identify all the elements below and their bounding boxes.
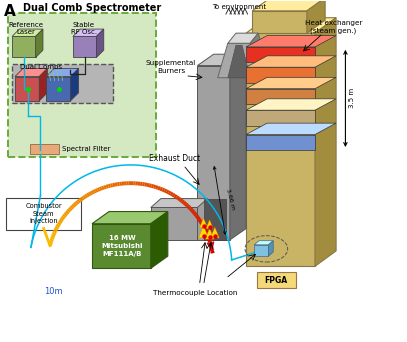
Polygon shape [246,110,315,126]
Polygon shape [210,227,219,238]
Text: Spectral Filter: Spectral Filter [62,146,111,152]
Polygon shape [15,77,39,101]
Polygon shape [246,67,315,83]
Polygon shape [246,36,336,47]
Polygon shape [12,29,43,36]
Polygon shape [205,228,214,239]
Text: Combustor
Steam
Injection: Combustor Steam Injection [25,203,62,224]
Polygon shape [39,68,47,101]
Polygon shape [46,68,79,77]
Text: Reference
Laser: Reference Laser [9,22,44,35]
Text: Dual Comb Spectrometer: Dual Comb Spectrometer [23,3,161,13]
Polygon shape [70,68,79,101]
Polygon shape [36,29,43,57]
Polygon shape [307,0,325,33]
Polygon shape [228,33,252,43]
Polygon shape [92,224,151,268]
Text: Heat exchanger
(steam gen.): Heat exchanger (steam gen.) [304,20,362,34]
Polygon shape [246,33,315,266]
Text: Exhaust Duct: Exhaust Duct [149,154,201,163]
Polygon shape [151,199,208,208]
Polygon shape [246,18,336,33]
Text: 3.66 m: 3.66 m [225,188,235,211]
Text: Supplemental
Burners: Supplemental Burners [146,60,196,74]
Text: Thermocouple Location: Thermocouple Location [153,290,238,295]
Polygon shape [228,45,250,78]
Polygon shape [15,68,47,77]
Polygon shape [96,29,104,57]
Text: Dual Combs: Dual Combs [20,64,62,70]
FancyBboxPatch shape [30,144,59,154]
Text: Stable
RF Osc.: Stable RF Osc. [71,22,97,35]
Polygon shape [250,33,268,78]
Polygon shape [73,29,104,36]
Polygon shape [197,54,246,66]
Polygon shape [73,36,96,57]
Polygon shape [268,241,273,256]
Text: 3.5 m: 3.5 m [349,88,354,108]
Polygon shape [199,226,208,238]
Polygon shape [254,245,268,256]
Polygon shape [218,43,260,78]
Polygon shape [254,241,273,245]
Polygon shape [246,99,336,110]
FancyBboxPatch shape [8,13,156,157]
FancyBboxPatch shape [7,198,81,230]
Polygon shape [246,77,336,89]
Text: 10m: 10m [44,287,63,296]
Polygon shape [246,56,336,67]
Polygon shape [252,0,325,11]
Polygon shape [92,212,168,224]
Text: A: A [4,4,16,19]
Polygon shape [230,54,246,240]
Text: 16 MW
Mitsubishi
MF111A/B: 16 MW Mitsubishi MF111A/B [101,235,143,257]
Polygon shape [12,36,36,57]
Text: FPGA: FPGA [265,276,288,285]
Polygon shape [315,18,336,266]
Polygon shape [228,33,258,43]
FancyBboxPatch shape [12,64,114,103]
Polygon shape [246,89,315,104]
Polygon shape [246,123,336,134]
Polygon shape [204,199,226,240]
Polygon shape [252,11,307,33]
Polygon shape [246,134,315,150]
Polygon shape [246,47,315,62]
Polygon shape [206,220,213,228]
Polygon shape [46,77,70,101]
Text: To environment: To environment [212,3,266,10]
FancyBboxPatch shape [257,272,295,288]
Polygon shape [197,66,230,240]
Polygon shape [151,212,168,268]
Polygon shape [151,208,197,240]
Polygon shape [199,218,208,228]
